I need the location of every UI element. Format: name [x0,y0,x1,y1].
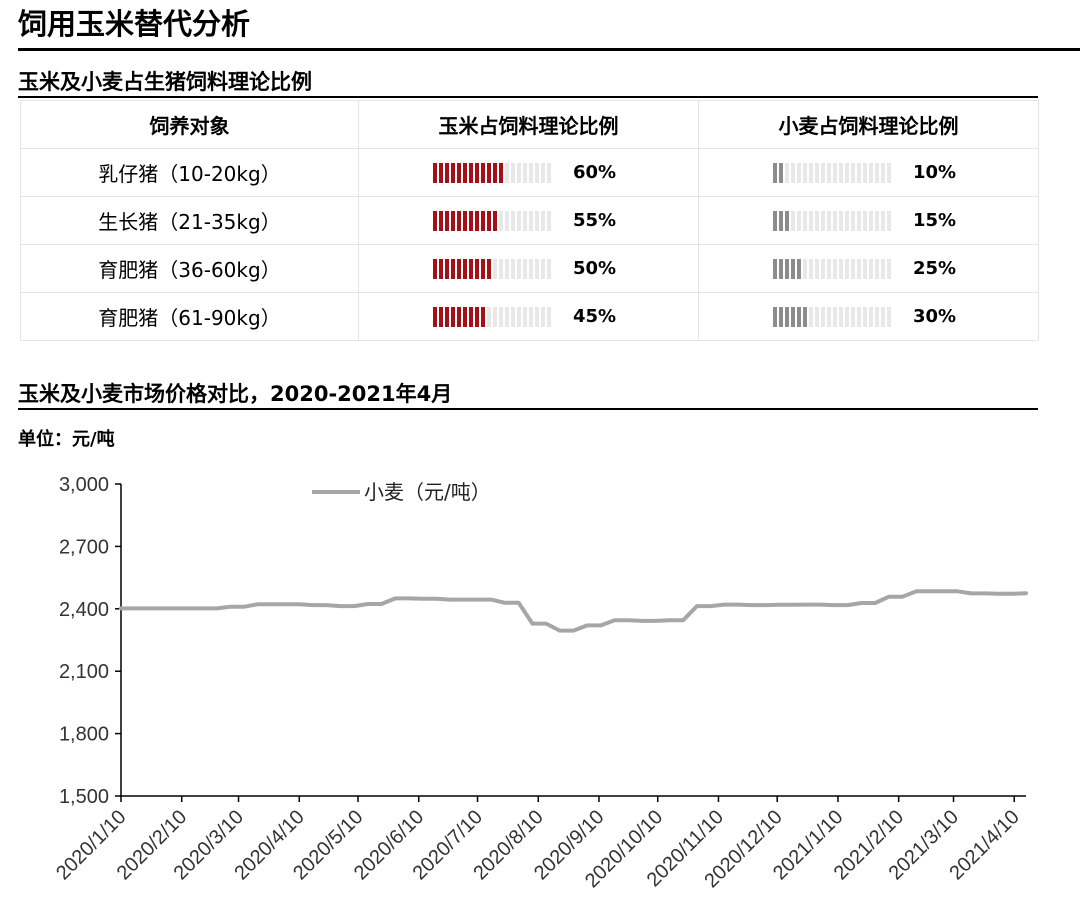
header-target: 饲养对象 [20,100,359,149]
price-section-divider [18,408,1038,410]
corn-percent-label: 60% [573,162,617,183]
wheat-bar [773,210,893,231]
row-corn-ratio: 60% [358,148,699,197]
wheat-bar [773,306,893,327]
legend-label: 小麦（元/吨） [364,480,491,504]
ratio-section-divider [18,96,1038,98]
corn-bar [433,258,553,279]
header-corn-ratio: 玉米占饲料理论比例 [358,100,699,149]
price-line-chart: 1,5001,8002,1002,4002,7003,0002020/1/102… [52,474,1028,892]
wheat-bar [773,258,893,279]
table-row: 生长猪（21-35kg） 55% 15% [20,196,1039,245]
row-wheat-ratio: 30% [698,292,1039,341]
corn-bar [433,162,553,183]
row-target: 生长猪（21-35kg） [20,196,359,245]
wheat-percent-label: 10% [913,162,957,183]
wheat-percent-label: 25% [913,258,957,279]
y-tick-label: 3,000 [59,474,109,496]
row-corn-ratio: 50% [358,244,699,293]
wheat-percent-label: 15% [913,210,957,231]
row-target: 育肥猪（36-60kg） [20,244,359,293]
series-line-0 [119,589,1028,633]
corn-bar [433,306,553,327]
row-corn-ratio: 45% [358,292,699,341]
row-wheat-ratio: 15% [698,196,1039,245]
ratio-table: 饲养对象 玉米占饲料理论比例 小麦占饲料理论比例 乳仔猪（10-20kg） 60%… [20,100,1039,341]
y-tick-label: 2,100 [59,661,109,683]
corn-percent-label: 55% [573,210,617,231]
row-wheat-ratio: 25% [698,244,1039,293]
y-tick-label: 1,800 [59,724,109,746]
y-tick-label: 1,500 [59,786,109,808]
row-target: 育肥猪（61-90kg） [20,292,359,341]
wheat-bar [773,162,893,183]
price-section-title: 玉米及小麦市场价格对比，2020-2021年4月 [18,382,453,406]
y-tick-label: 2,400 [59,599,109,621]
header-wheat-ratio: 小麦占饲料理论比例 [698,100,1039,149]
corn-percent-label: 45% [573,306,617,327]
corn-bar [433,210,553,231]
wheat-percent-label: 30% [913,306,957,327]
row-corn-ratio: 55% [358,196,699,245]
unit-label: 单位：元/吨 [18,429,115,450]
row-wheat-ratio: 10% [698,148,1039,197]
table-row: 育肥猪（61-90kg） 45% 30% [20,292,1039,341]
table-row: 育肥猪（36-60kg） 50% 25% [20,244,1039,293]
ratio-section-title: 玉米及小麦占生猪饲料理论比例 [18,70,312,94]
table-header-row: 饲养对象 玉米占饲料理论比例 小麦占饲料理论比例 [20,100,1039,149]
y-tick-label: 2,700 [59,536,109,558]
title-divider [18,48,1080,51]
page-title: 饲用玉米替代分析 [18,7,251,41]
corn-percent-label: 50% [573,258,617,279]
table-row: 乳仔猪（10-20kg） 60% 10% [20,148,1039,197]
row-target: 乳仔猪（10-20kg） [20,148,359,197]
